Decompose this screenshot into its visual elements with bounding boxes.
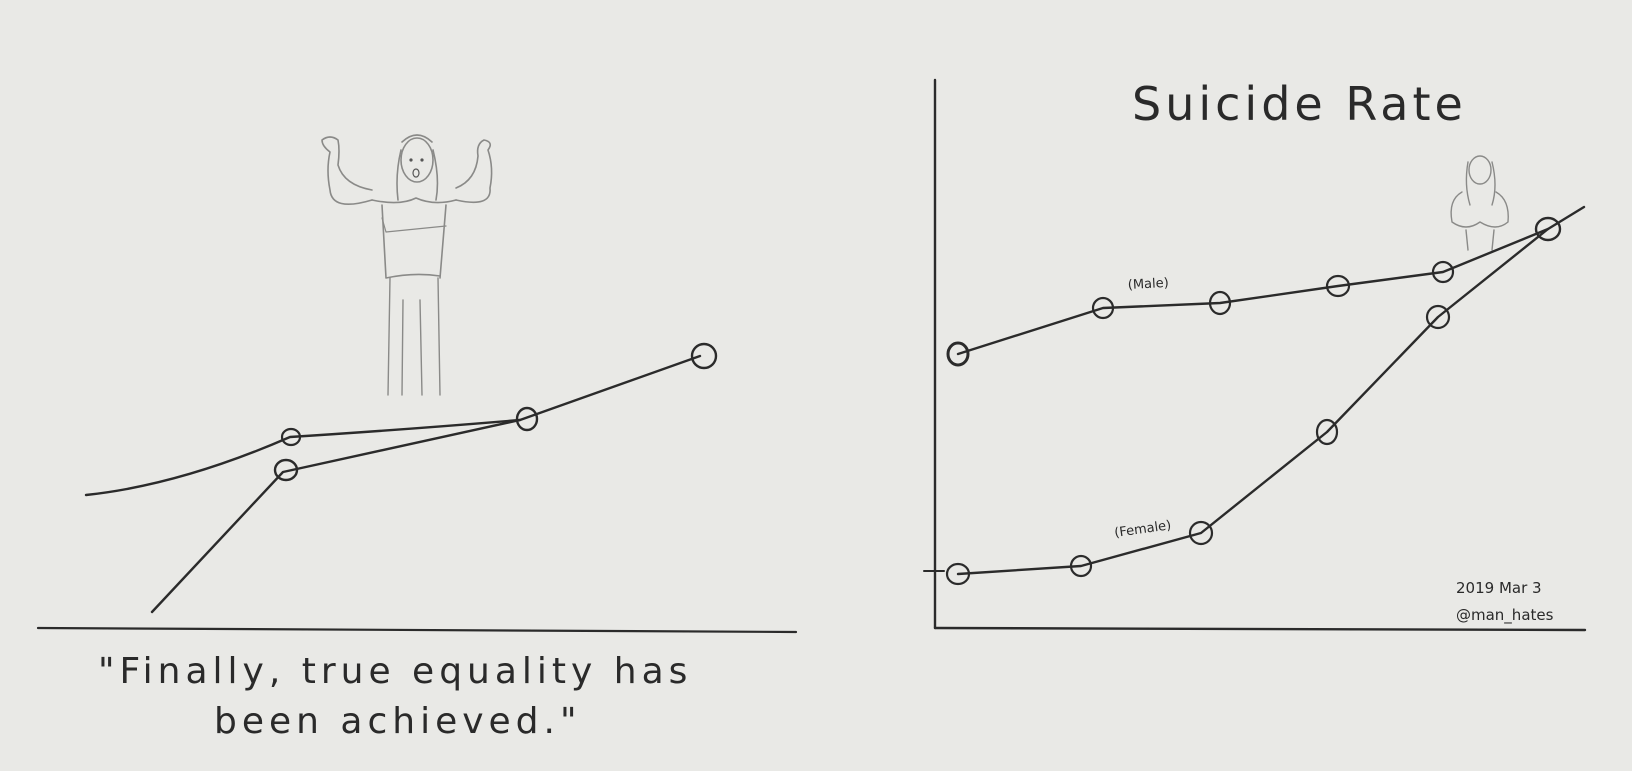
upper-line-point xyxy=(280,427,302,447)
left-panel: "Finally, true equality has been achieve… xyxy=(36,134,798,742)
left-baseline xyxy=(36,626,798,634)
female-point xyxy=(1425,304,1451,330)
right-panel: Suicide Rate (Male) (Fe xyxy=(923,77,1587,632)
female-point xyxy=(945,562,971,586)
flexing-woman-figure xyxy=(321,134,493,396)
caption-line-1: "Finally, true equality has xyxy=(98,651,692,692)
male-label: (Male) xyxy=(1127,276,1169,293)
male-point xyxy=(1091,296,1115,320)
chart-title: Suicide Rate xyxy=(1132,77,1467,131)
female-point xyxy=(1069,554,1093,578)
male-point xyxy=(946,341,970,367)
signature-date: 2019 Mar 3 xyxy=(1456,579,1542,597)
signature-handle: @man_hates xyxy=(1456,606,1554,625)
lower-trend-line xyxy=(150,418,522,614)
end-point xyxy=(1534,216,1562,242)
male-points xyxy=(946,260,1455,367)
female-label: (Female) xyxy=(1113,518,1172,541)
x-axis xyxy=(933,626,1587,632)
female-point xyxy=(1188,520,1214,546)
female-line xyxy=(956,227,1550,576)
female-point xyxy=(1315,418,1339,446)
upper-trend-line xyxy=(84,354,702,497)
male-line xyxy=(956,205,1586,356)
caption-line-2: been achieved." xyxy=(214,701,582,742)
female-points xyxy=(945,216,1562,586)
end-point xyxy=(690,342,718,370)
male-point xyxy=(1431,260,1455,284)
small-woman-figure xyxy=(1450,155,1509,251)
male-point xyxy=(1325,274,1351,298)
merge-point xyxy=(515,406,539,432)
male-point xyxy=(1208,290,1232,316)
lower-line-point xyxy=(273,458,299,482)
